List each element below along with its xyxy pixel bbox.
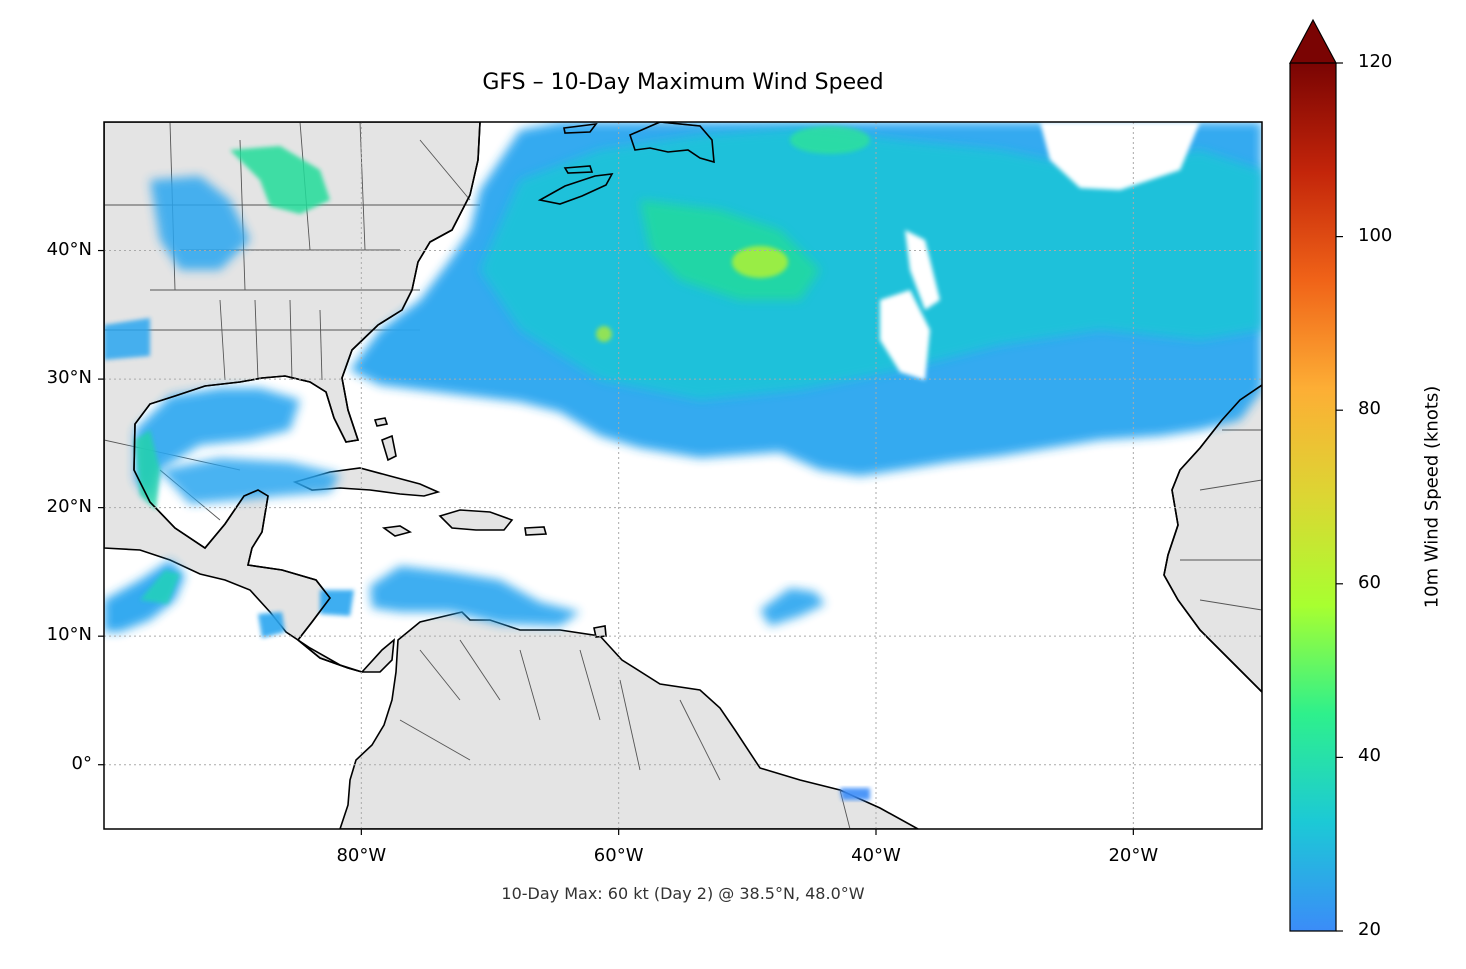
max-wind-footnote: 10-Day Max: 60 kt (Day 2) @ 38.5°N, 48.0… [501, 884, 865, 903]
lon-tick-label: 80°W [336, 845, 387, 866]
map-gridlines [104, 122, 1262, 829]
trinidad-island [593, 625, 607, 638]
lat-tick-label: 40°N [46, 238, 92, 260]
bahamas-island [373, 417, 389, 427]
axis-ticks [98, 249, 1134, 835]
map-title: GFS – 10-Day Maximum Wind Speed [482, 70, 884, 95]
colorbar-tick-label: 120 [1358, 51, 1393, 72]
wind-speed-field [104, 122, 1262, 800]
lon-tick-label: 40°W [851, 845, 901, 866]
colorbar-frame [1289, 63, 1337, 932]
map-frame [103, 121, 1263, 830]
lon-tick-label: 20°W [1108, 845, 1159, 866]
jamaica-island [381, 525, 413, 537]
lat-tick-label: 0° [71, 752, 92, 774]
bahamas-island [381, 434, 397, 462]
puerto-rico-island [524, 526, 548, 536]
colorbar-extend-arrow [1288, 18, 1338, 64]
colorbar-tick-label: 20 [1358, 919, 1381, 940]
colorbar-title: 10m Wind Speed (knots) [1421, 385, 1443, 609]
lat-tick-label: 20°N [46, 495, 92, 517]
colorbar [1288, 18, 1343, 932]
colorbar-tick-label: 60 [1358, 571, 1381, 593]
lon-tick-label: 60°W [593, 845, 644, 866]
colorbar-tick-label: 100 [1358, 224, 1393, 246]
colorbar-gradient [1290, 63, 1336, 931]
colorbar-tick-label: 40 [1358, 745, 1381, 767]
lat-tick-label: 10°N [46, 624, 92, 646]
colorbar-ticks [1336, 62, 1343, 932]
colorbar-tick-label: 80 [1358, 398, 1381, 420]
hispaniola-island [438, 509, 514, 531]
lat-tick-label: 30°N [46, 367, 92, 389]
coastlines [133, 122, 1262, 693]
